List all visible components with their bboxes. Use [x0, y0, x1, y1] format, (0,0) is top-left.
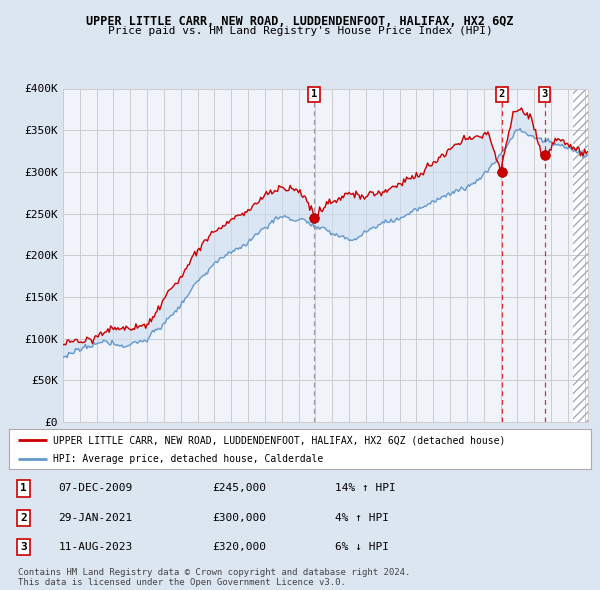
- Text: This data is licensed under the Open Government Licence v3.0.: This data is licensed under the Open Gov…: [18, 578, 346, 587]
- Text: 07-DEC-2009: 07-DEC-2009: [58, 483, 133, 493]
- Text: Price paid vs. HM Land Registry's House Price Index (HPI): Price paid vs. HM Land Registry's House …: [107, 26, 493, 36]
- Text: 2: 2: [20, 513, 27, 523]
- Bar: [574, 88, 588, 422]
- Text: 3: 3: [20, 542, 27, 552]
- Text: 11-AUG-2023: 11-AUG-2023: [58, 542, 133, 552]
- Text: £320,000: £320,000: [212, 542, 266, 552]
- Text: 6% ↓ HPI: 6% ↓ HPI: [335, 542, 389, 552]
- Text: 4% ↑ HPI: 4% ↑ HPI: [335, 513, 389, 523]
- Bar: [574, 88, 588, 422]
- Text: HPI: Average price, detached house, Calderdale: HPI: Average price, detached house, Cald…: [53, 454, 323, 464]
- Text: Contains HM Land Registry data © Crown copyright and database right 2024.: Contains HM Land Registry data © Crown c…: [18, 568, 410, 576]
- Text: UPPER LITTLE CARR, NEW ROAD, LUDDENDENFOOT, HALIFAX, HX2 6QZ: UPPER LITTLE CARR, NEW ROAD, LUDDENDENFO…: [86, 15, 514, 28]
- Text: 29-JAN-2021: 29-JAN-2021: [58, 513, 133, 523]
- Text: £245,000: £245,000: [212, 483, 266, 493]
- Text: 3: 3: [541, 89, 548, 99]
- Text: 1: 1: [20, 483, 27, 493]
- Text: £300,000: £300,000: [212, 513, 266, 523]
- Text: UPPER LITTLE CARR, NEW ROAD, LUDDENDENFOOT, HALIFAX, HX2 6QZ (detached house): UPPER LITTLE CARR, NEW ROAD, LUDDENDENFO…: [53, 435, 505, 445]
- Text: 1: 1: [311, 89, 317, 99]
- Text: 2: 2: [499, 89, 505, 99]
- Text: 14% ↑ HPI: 14% ↑ HPI: [335, 483, 395, 493]
